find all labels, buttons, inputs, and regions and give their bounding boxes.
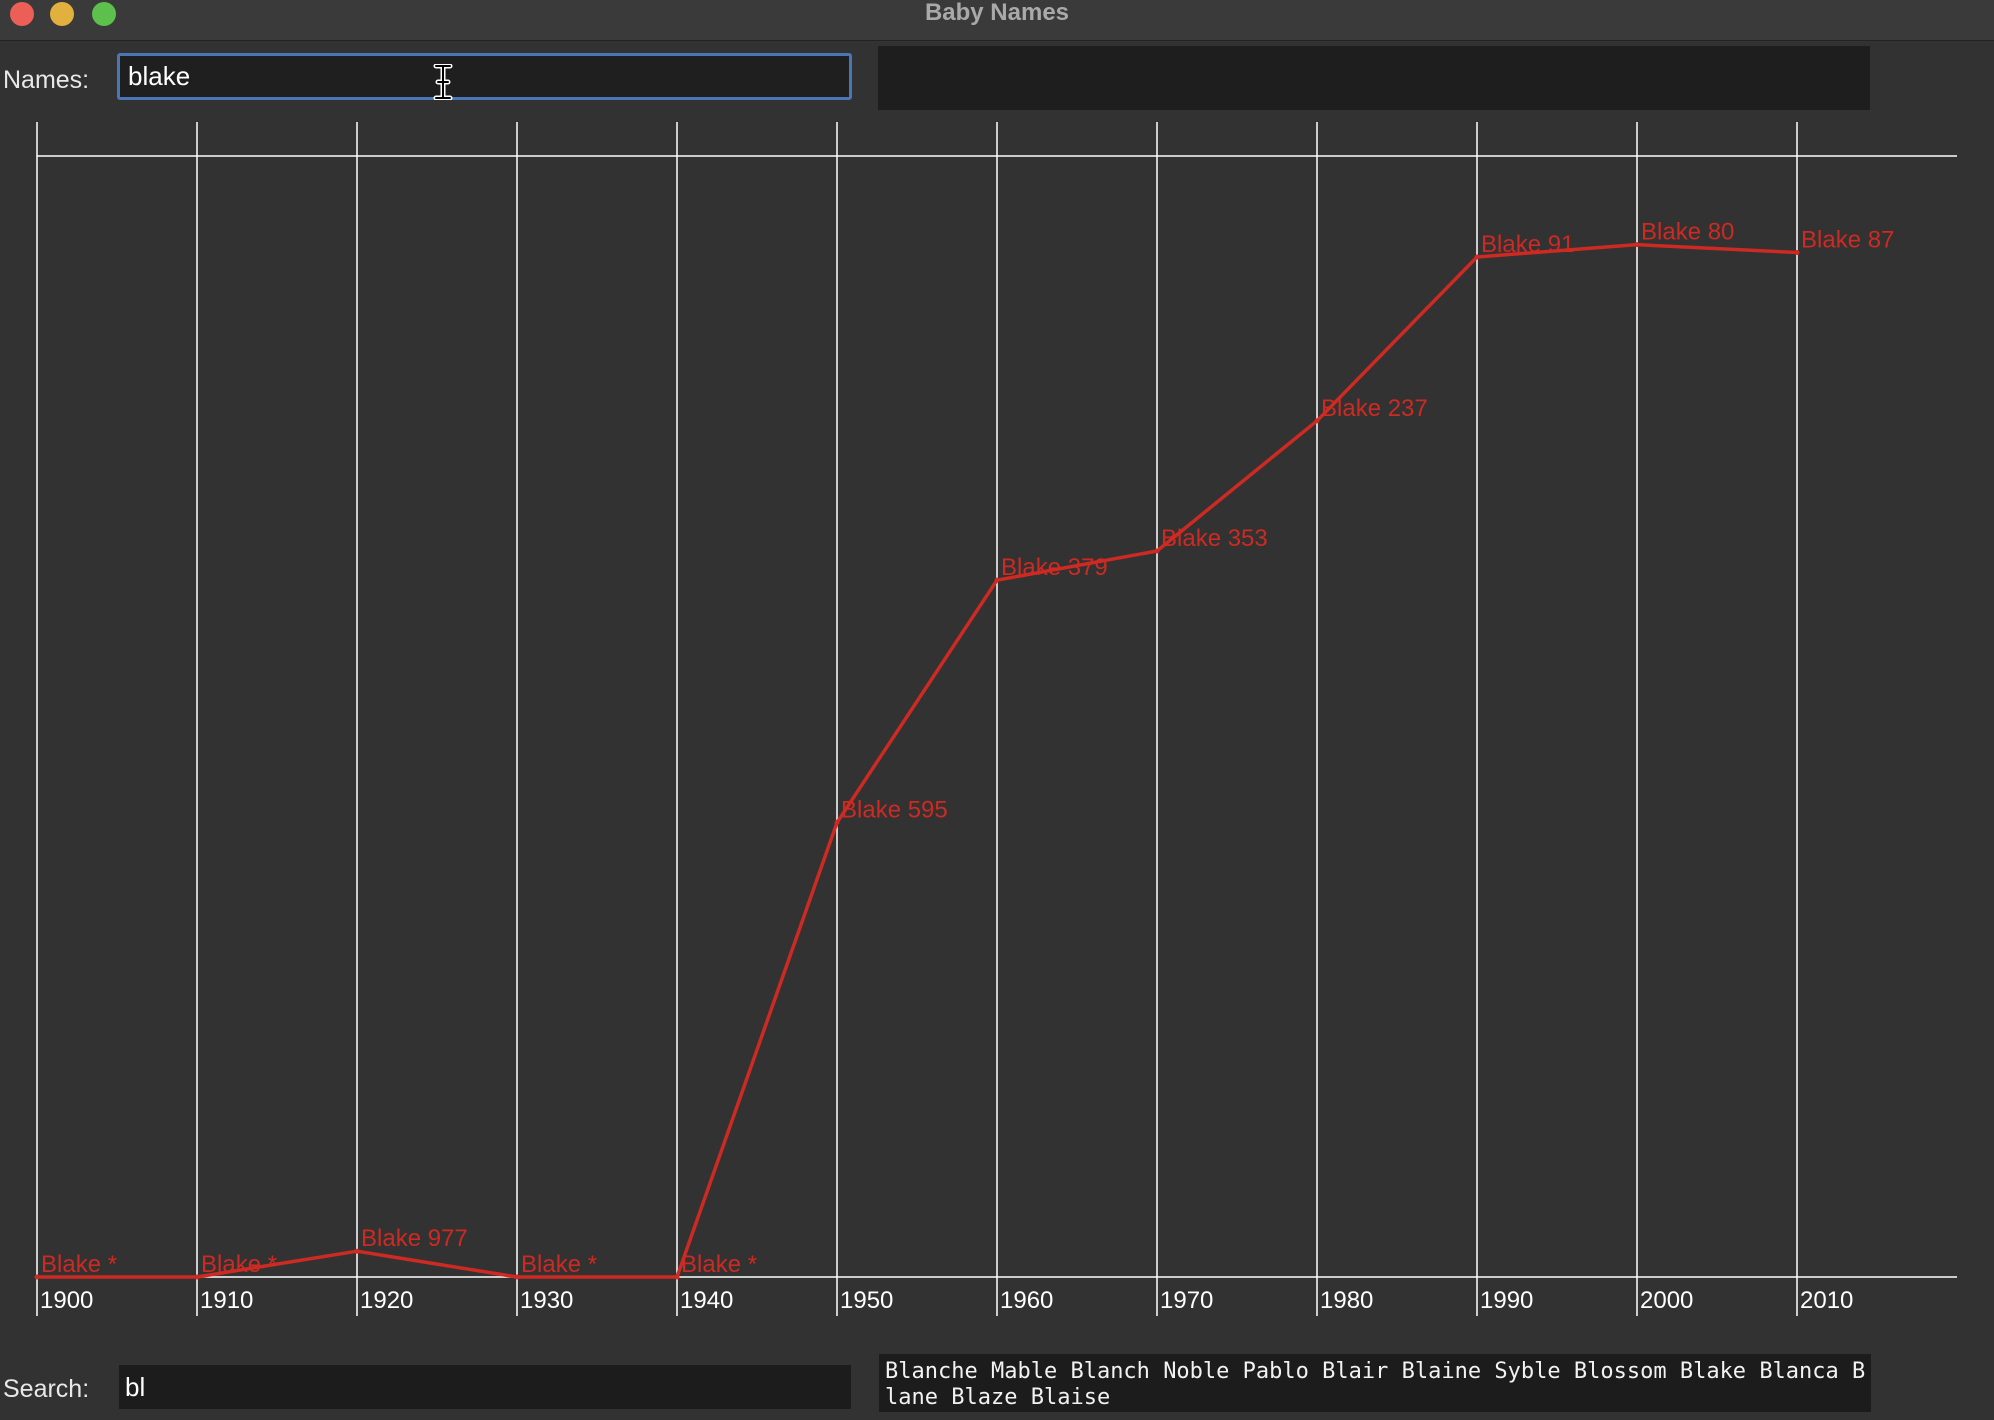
result-name: Blanca bbox=[1759, 1359, 1839, 1384]
minimize-window-button[interactable] bbox=[50, 2, 74, 26]
data-point bbox=[1154, 548, 1160, 554]
series-line-blake bbox=[37, 242, 1798, 1279]
x-tick-label: 1940 bbox=[680, 1287, 733, 1314]
x-tick-label: 1970 bbox=[1160, 1287, 1213, 1314]
result-name: Noble bbox=[1163, 1359, 1230, 1384]
x-tick-label: 1960 bbox=[1000, 1287, 1053, 1314]
x-tick-label: 1990 bbox=[1480, 1287, 1533, 1314]
x-tick-label: 2010 bbox=[1800, 1287, 1853, 1314]
data-point bbox=[994, 577, 1000, 583]
close-window-button[interactable] bbox=[10, 2, 34, 26]
data-point bbox=[1794, 250, 1800, 256]
result-name: Blane bbox=[885, 1359, 1866, 1410]
result-name: Blossom bbox=[1573, 1359, 1667, 1384]
data-point bbox=[34, 1274, 40, 1280]
x-tick-label: 1980 bbox=[1320, 1287, 1373, 1314]
rank-chart: 1900 1910 1920 1930 1940 1950 1960 1970 1980 1990… bbox=[34, 122, 1957, 1316]
data-point bbox=[354, 1248, 360, 1254]
result-name: Syble bbox=[1494, 1359, 1561, 1384]
x-tick-label: 1950 bbox=[840, 1287, 893, 1314]
x-tick-label: 1900 bbox=[40, 1287, 93, 1314]
data-label: Blake 80 bbox=[1641, 219, 1734, 246]
result-name: Blanche bbox=[885, 1359, 978, 1384]
names-input[interactable] bbox=[117, 53, 852, 100]
result-name: Mable bbox=[990, 1359, 1058, 1384]
data-point bbox=[1314, 418, 1320, 424]
result-name: Blaze bbox=[951, 1385, 1018, 1410]
zoom-window-button[interactable] bbox=[92, 2, 116, 26]
result-name: Pablo bbox=[1242, 1359, 1309, 1384]
data-label: Blake 87 bbox=[1801, 227, 1894, 254]
data-label: Blake * bbox=[521, 1251, 597, 1278]
data-point bbox=[1474, 254, 1480, 260]
data-point bbox=[834, 820, 840, 826]
result-name: Blaise bbox=[1030, 1385, 1111, 1410]
data-label: Blake 977 bbox=[361, 1225, 468, 1252]
data-label: Blake 91 bbox=[1481, 231, 1574, 258]
data-label: Blake 237 bbox=[1321, 395, 1428, 422]
title-bar: Baby Names bbox=[0, 0, 1994, 41]
result-name: Blaine bbox=[1401, 1359, 1482, 1384]
data-point bbox=[514, 1274, 520, 1280]
x-tick-label: 1930 bbox=[520, 1287, 573, 1314]
search-label: Search: bbox=[3, 1375, 90, 1403]
search-results: Blanche Mable Blanch Noble Pablo Blair B… bbox=[879, 1354, 1871, 1412]
result-name: Blake bbox=[1679, 1359, 1747, 1384]
data-label: Blake * bbox=[41, 1251, 117, 1278]
window-title: Baby Names bbox=[924, 0, 1070, 26]
x-tick-label: 1910 bbox=[200, 1287, 253, 1314]
x-tick-label: 1920 bbox=[360, 1287, 413, 1314]
data-label: Blake * bbox=[201, 1251, 277, 1278]
names-side-panel bbox=[878, 46, 1870, 110]
data-point bbox=[194, 1274, 200, 1280]
x-tick-label: 2000 bbox=[1640, 1287, 1693, 1314]
data-point bbox=[1634, 242, 1640, 248]
result-name: Blair bbox=[1322, 1359, 1389, 1384]
data-point bbox=[674, 1274, 680, 1280]
data-label: Blake 353 bbox=[1161, 525, 1268, 552]
data-label: Blake 379 bbox=[1001, 554, 1108, 581]
names-label: Names: bbox=[3, 66, 90, 94]
result-name: Blanch bbox=[1070, 1359, 1150, 1384]
data-label: Blake 595 bbox=[841, 797, 948, 824]
search-input[interactable] bbox=[119, 1365, 851, 1409]
data-label: Blake * bbox=[681, 1251, 757, 1278]
